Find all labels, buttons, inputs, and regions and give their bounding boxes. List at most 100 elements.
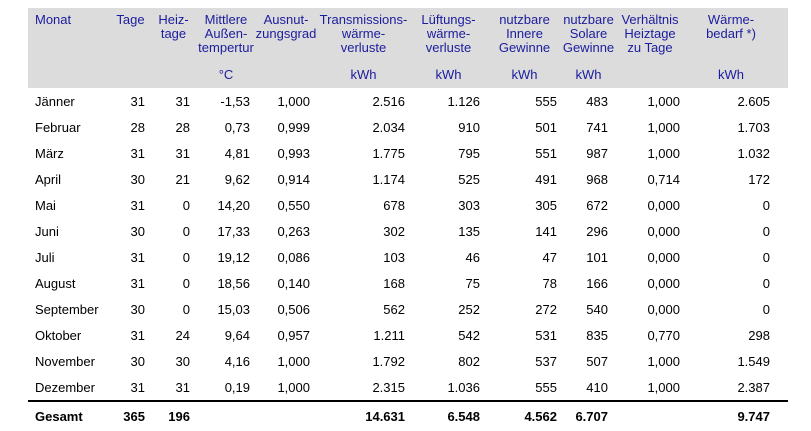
cell-solare-gewinne: 101	[586, 249, 608, 265]
cell-waermebedarf: 2.387	[737, 379, 770, 395]
cell-aussentemperatur: 15,03	[217, 301, 250, 317]
cell-heiztage: 0	[182, 223, 190, 239]
cell-ausnutzungsgrad: 0,993	[277, 145, 310, 161]
column-title-line: bedarf *)	[706, 26, 756, 41]
column-title: Ausnut-zungsgrad	[256, 13, 317, 41]
cell-monat: August	[35, 275, 76, 291]
column-header-aussentemperatur: Mittlere Außen-tempertur °C	[196, 8, 256, 88]
cell-solare-gewinne: 672	[586, 197, 608, 213]
column-header-lueftungsverluste: Lüftungs-wärme-verluste kWh	[411, 8, 486, 88]
cell-heiztage: 0	[182, 301, 190, 317]
table-row: November 30 30 4,16 1,000 1.792 802 537 507 1,000…	[28, 348, 788, 374]
cell-verhaeltnis: 1,000	[647, 379, 680, 395]
heating-demand-table: Monat Tage Heiz-tage Mittlere Außen-tempertu…	[28, 8, 788, 430]
column-title: Mittlere Außen-tempertur	[198, 13, 254, 55]
cell-aussentemperatur: 14,20	[217, 197, 250, 213]
cell-tage: 31	[130, 249, 145, 265]
column-unit: °C	[218, 67, 234, 82]
cell-monat: März	[35, 145, 64, 161]
cell-aussentemperatur: 4,81	[224, 145, 250, 161]
cell-transmissionsverluste: 2.516	[372, 93, 405, 109]
column-title: nutzbare Solare Gewinne	[563, 13, 614, 55]
cell-innere-gewinne: 555	[535, 93, 557, 109]
table-row: Juni 30 0 17,33 0,263 302 135 141 296 0,000 0	[28, 218, 788, 244]
cell-verhaeltnis: 1,000	[647, 119, 680, 135]
column-title: Monat	[35, 13, 71, 27]
cell-aussentemperatur: 9,62	[224, 171, 250, 187]
cell-solare-gewinne: 987	[586, 145, 608, 161]
column-title-line: tempertur	[198, 40, 254, 55]
column-unit: kWh	[350, 67, 377, 82]
cell-heiztage: 31	[175, 379, 190, 395]
cell-lueftungsverluste: 525	[458, 171, 480, 187]
cell-tage: 28	[130, 119, 145, 135]
total-cell-heiztage: 196	[151, 400, 196, 430]
cell-innere-gewinne: 141	[535, 223, 557, 239]
cell-solare-gewinne: 166	[586, 275, 608, 291]
cell-verhaeltnis: 1,000	[647, 353, 680, 369]
cell-monat: Oktober	[35, 327, 82, 343]
cell-heiztage: 24	[175, 327, 190, 343]
cell-lueftungsverluste: 910	[458, 119, 480, 135]
column-header-solare-gewinne: nutzbare Solare Gewinne kWh	[563, 8, 614, 88]
header-row: Monat Tage Heiz-tage Mittlere Außen-tempertu…	[28, 8, 788, 88]
cell-aussentemperatur: 19,12	[217, 249, 250, 265]
cell-heiztage: 0	[182, 275, 190, 291]
cell-waermebedarf: 0	[762, 197, 770, 213]
table-row: Dezember 31 31 0,19 1,000 2.315 1.036 555 410 1,0…	[28, 374, 788, 401]
cell-lueftungsverluste: 795	[458, 145, 480, 161]
total-cell-waermebedarf: 9.747	[686, 400, 788, 430]
column-title-line: verluste	[425, 40, 472, 55]
column-title-line: wärme-	[341, 26, 386, 41]
table-row: Mai 31 0 14,20 0,550 678 303 305 672 0,000 0	[28, 192, 788, 218]
cell-verhaeltnis: 0,770	[647, 327, 680, 343]
cell-monat: Jänner	[35, 93, 75, 109]
cell-solare-gewinne: 835	[586, 327, 608, 343]
cell-solare-gewinne: 410	[586, 379, 608, 395]
cell-lueftungsverluste: 75	[465, 275, 480, 291]
column-title-line: Tage	[116, 12, 145, 27]
cell-ausnutzungsgrad: 0,999	[277, 119, 310, 135]
cell-lueftungsverluste: 46	[465, 249, 480, 265]
cell-ausnutzungsgrad: 1,000	[277, 379, 310, 395]
table-body: Jänner 31 31 -1,53 1,000 2.516 1.126 555 483 1,00…	[28, 88, 788, 430]
cell-verhaeltnis: 0,000	[647, 223, 680, 239]
table-header: Monat Tage Heiz-tage Mittlere Außen-tempertu…	[28, 8, 788, 88]
total-cell-verhaeltnis	[614, 400, 686, 430]
cell-ausnutzungsgrad: 0,140	[277, 275, 310, 291]
total-cell-monat: Gesamt	[28, 400, 110, 430]
cell-aussentemperatur: -1,53	[220, 93, 250, 109]
table-row: September 30 0 15,03 0,506 562 252 272 540 0,000 0	[28, 296, 788, 322]
cell-heiztage: 31	[175, 145, 190, 161]
cell-monat: Juni	[35, 223, 59, 239]
column-unit: kWh	[511, 67, 538, 82]
column-header-verhaeltnis: Verhältnis Heiztage zu Tage	[614, 8, 686, 88]
cell-transmissionsverluste: 1.211	[373, 327, 405, 343]
cell-aussentemperatur: 4,16	[224, 353, 250, 369]
cell-tage: 31	[130, 275, 145, 291]
cell-waermebedarf: 298	[748, 327, 770, 343]
cell-monat: November	[35, 353, 95, 369]
column-title-line: Transmissions-	[319, 12, 408, 27]
cell-waermebedarf: 0	[762, 249, 770, 265]
column-title-line: Gewinne	[562, 40, 615, 55]
cell-innere-gewinne: 555	[535, 379, 557, 395]
cell-waermebedarf: 0	[762, 275, 770, 291]
cell-lueftungsverluste: 1.126	[447, 93, 480, 109]
cell-transmissionsverluste: 1.792	[372, 353, 405, 369]
cell-waermebedarf: 1.549	[737, 353, 770, 369]
total-cell-innere-gewinne: 4.562	[486, 400, 563, 430]
cell-verhaeltnis: 0,000	[647, 249, 680, 265]
cell-lueftungsverluste: 1.036	[447, 379, 480, 395]
table-row: Juli 31 0 19,12 0,086 103 46 47 101 0,000 0	[28, 244, 788, 270]
column-title-line: verluste	[340, 40, 387, 55]
cell-transmissionsverluste: 678	[383, 197, 405, 213]
column-title: Verhältnis Heiztage zu Tage	[621, 13, 678, 55]
column-title-line: wärme-	[426, 26, 471, 41]
cell-aussentemperatur: 18,56	[217, 275, 250, 291]
cell-innere-gewinne: 78	[542, 275, 557, 291]
column-title-line: Gewinne	[498, 40, 551, 55]
cell-tage: 31	[130, 197, 145, 213]
cell-verhaeltnis: 0,000	[647, 301, 680, 317]
cell-heiztage: 31	[175, 93, 190, 109]
